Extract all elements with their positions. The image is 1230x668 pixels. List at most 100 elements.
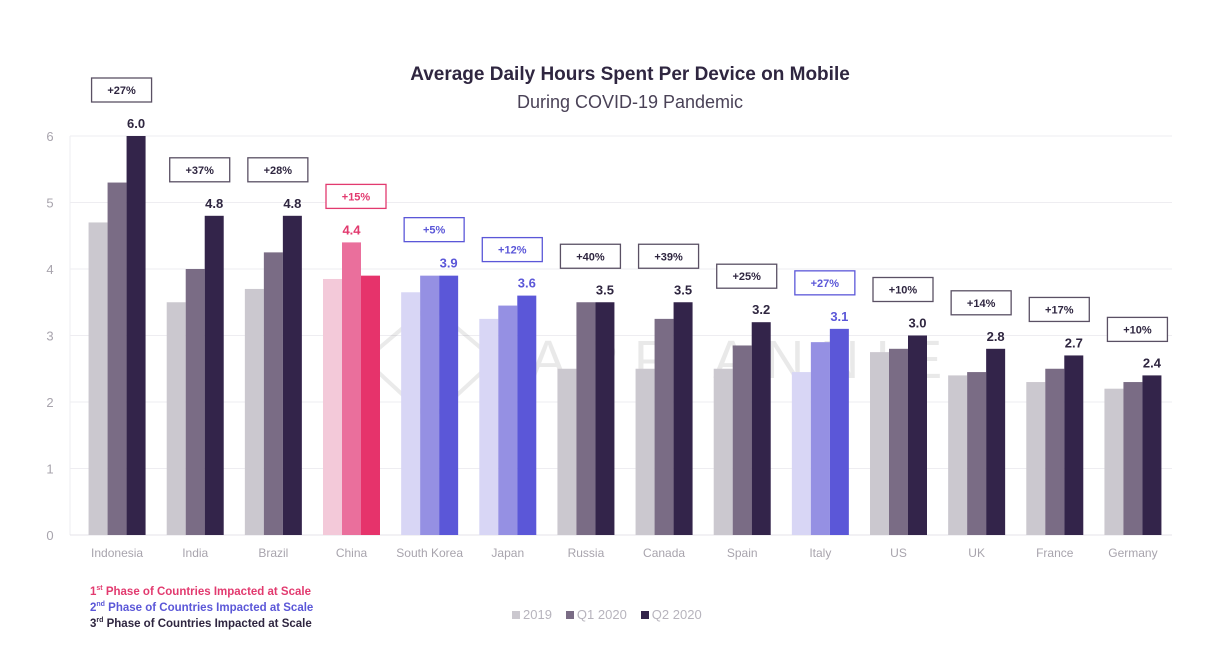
growth-badge-uk <box>950 290 1012 316</box>
x-tick-label-japan: Japan <box>491 546 524 560</box>
bar-russia-q2-2020 <box>595 302 615 535</box>
bar-india-2019 <box>166 302 186 535</box>
bar-canada-q2-2020 <box>673 302 693 535</box>
growth-label-russia: +40% <box>576 251 605 263</box>
bar-brazil-2019 <box>244 288 264 535</box>
value-label-indonesia: 6.0 <box>127 116 145 131</box>
phase-note-2: 2nd Phase of Countries Impacted at Scale <box>90 601 313 614</box>
bar-us-q1-2020 <box>889 348 908 535</box>
phase-note-1-ordinal: 1 <box>90 585 97 598</box>
value-label-india: 4.8 <box>205 196 223 211</box>
bar-germany-2019 <box>1104 388 1124 535</box>
y-tick-label-1: 1 <box>46 462 53 477</box>
x-tick-label-germany: Germany <box>1108 546 1157 560</box>
growth-label-south-korea: +5% <box>423 225 446 237</box>
bar-uk-q2-2020 <box>986 348 1006 535</box>
bar-japan-2019 <box>479 318 499 535</box>
growth-badge-south-korea <box>403 216 465 243</box>
legend-label-q2-2020: Q2 2020 <box>651 607 702 622</box>
bar-spain-2019 <box>713 368 733 535</box>
growth-label-china: +15% <box>342 191 371 203</box>
growth-label-germany: +10% <box>1123 324 1152 336</box>
legend-swatch-2019 <box>512 610 520 619</box>
phase-note-1-suffix: st <box>96 585 103 592</box>
value-label-russia: 3.5 <box>596 282 614 297</box>
growth-label-uk: +14% <box>967 298 996 310</box>
growth-badge-germany <box>1106 316 1169 343</box>
y-tick-label-4: 4 <box>46 262 53 277</box>
growth-badge-indonesia <box>90 77 153 103</box>
bar-uk-q1-2020 <box>967 372 987 535</box>
phase-note-1-text: Phase of Countries Impacted at Scale <box>102 585 311 598</box>
phase-note-1: 1st Phase of Countries Impacted at Scale <box>90 585 311 598</box>
bar-us-2019 <box>870 352 889 535</box>
legend-item-2019: 2019 <box>512 607 552 622</box>
growth-badge-france <box>1028 296 1090 323</box>
phase-note-3-suffix: rd <box>96 617 104 624</box>
phase-note-3: 3rd Phase of Countries Impacted at Scale <box>90 617 312 630</box>
chart-subtitle: During COVID-19 Pandemic <box>516 92 744 112</box>
value-label-canada: 3.5 <box>674 282 692 297</box>
bar-italy-q2-2020 <box>829 328 849 535</box>
value-label-japan: 3.6 <box>518 276 536 291</box>
x-tick-label-russia: Russia <box>568 546 605 560</box>
phase-note-2-suffix: nd <box>96 601 105 608</box>
growth-badge-china <box>325 183 387 210</box>
x-tick-label-uk: UK <box>968 546 985 560</box>
growth-label-canada: +39% <box>654 251 683 263</box>
value-label-spain: 3.2 <box>752 302 770 317</box>
x-tick-label-italy: Italy <box>809 546 831 560</box>
growth-label-japan: +12% <box>498 245 527 257</box>
y-tick-label-0: 0 <box>46 528 53 543</box>
value-label-germany: 2.4 <box>1143 355 1162 370</box>
bar-south-korea-q1-2020 <box>420 275 440 535</box>
legend-label-q1-2020: Q1 2020 <box>576 607 627 622</box>
legend-item-q2-2020: Q2 2020 <box>640 607 702 622</box>
phase-note-2-text: Phase of Countries Impacted at Scale <box>104 601 314 614</box>
growth-badge-canada <box>637 243 700 269</box>
growth-badge-italy <box>794 270 856 296</box>
bar-brazil-q2-2020 <box>282 215 302 536</box>
growth-label-france: +17% <box>1045 304 1074 316</box>
x-tick-label-us: US <box>890 546 907 560</box>
bar-indonesia-2019 <box>88 222 108 535</box>
y-tick-label-3: 3 <box>46 329 53 344</box>
x-tick-label-france: France <box>1036 546 1074 560</box>
bar-india-q1-2020 <box>185 269 205 535</box>
x-tick-label-spain: Spain <box>727 546 758 560</box>
x-tick-label-china: China <box>336 546 368 560</box>
phase-note-2-ordinal: 2 <box>90 601 97 614</box>
bar-uk-2019 <box>948 375 968 535</box>
bar-france-q1-2020 <box>1045 368 1065 535</box>
legend-swatch-q2-2020 <box>640 610 649 619</box>
growth-badge-us <box>872 276 934 303</box>
bar-brazil-q1-2020 <box>263 252 283 535</box>
phase-note-3-text: Phase of Countries Impacted at Scale <box>103 617 312 630</box>
value-label-italy: 3.1 <box>830 309 848 324</box>
growth-label-spain: +25% <box>732 271 761 283</box>
bar-russia-2019 <box>557 368 577 535</box>
bar-russia-q1-2020 <box>576 302 596 535</box>
chart-legend: 2019 Q1 2020 Q2 2020 <box>512 607 702 622</box>
x-tick-label-indonesia: Indonesia <box>91 546 143 560</box>
y-tick-label-2: 2 <box>46 395 53 410</box>
bar-indonesia-q1-2020 <box>107 182 127 536</box>
bar-spain-q1-2020 <box>732 345 752 535</box>
bar-china-q2-2020 <box>361 275 380 535</box>
x-tick-label-canada: Canada <box>643 546 685 560</box>
bar-canada-q1-2020 <box>654 318 674 535</box>
growth-label-indonesia: +27% <box>107 85 136 97</box>
growth-label-italy: +27% <box>811 278 840 290</box>
growth-label-brazil: +28% <box>264 165 293 177</box>
bar-us-q2-2020 <box>908 335 927 535</box>
bar-south-korea-q2-2020 <box>439 275 459 535</box>
x-tick-label-south-korea: South Korea <box>396 546 463 560</box>
growth-badge-spain <box>716 263 778 289</box>
x-tick-label-brazil: Brazil <box>258 546 288 560</box>
value-label-china: 4.4 <box>342 222 361 237</box>
bar-india-q2-2020 <box>204 215 224 536</box>
bar-germany-q1-2020 <box>1123 382 1143 535</box>
value-label-us: 3.0 <box>908 316 926 331</box>
value-label-south-korea: 3.9 <box>440 256 458 271</box>
